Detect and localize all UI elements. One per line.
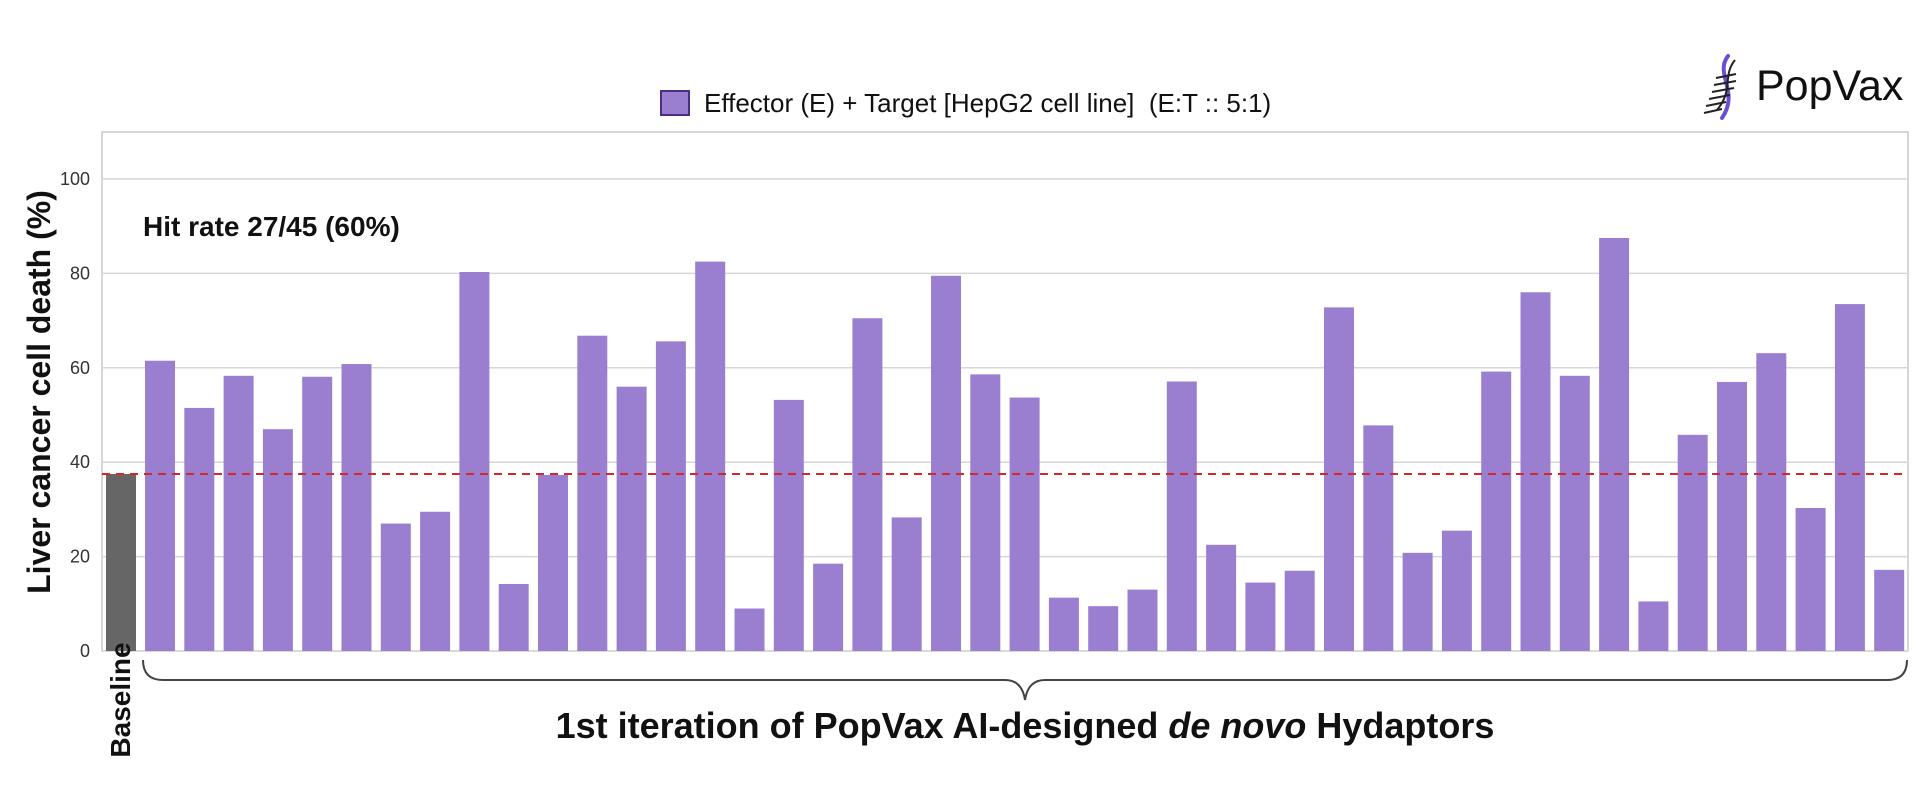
hydaptor-bar: [970, 374, 1001, 651]
legend-swatch: [660, 90, 690, 116]
hydaptor-bar: [341, 364, 372, 651]
dna-helix-icon: [1703, 54, 1737, 120]
hydaptor-bar: [852, 318, 883, 651]
hydaptor-bar: [223, 375, 254, 651]
hydaptor-bar: [773, 399, 804, 651]
y-axis-label: Liver cancer cell death (%): [21, 190, 57, 594]
hydaptor-bar: [1127, 589, 1158, 651]
hydaptor-bar: [1441, 530, 1472, 651]
hydaptor-bar: [813, 563, 844, 651]
popvax-logo: PopVax: [1700, 52, 1904, 122]
hydaptor-bar: [420, 511, 451, 651]
hydaptor-bar: [1717, 381, 1747, 651]
hydaptor-bar: [1363, 425, 1394, 651]
grid-lines: [102, 178, 1908, 652]
hydaptor-bar: [1481, 371, 1512, 651]
hydaptor-bar: [1599, 238, 1630, 651]
hydaptor-bar: [891, 517, 922, 651]
y-tick-label: 100: [60, 169, 90, 189]
hydaptor-bar: [1088, 606, 1119, 651]
x-axis-label: 1st iteration of PopVax AI-designed de n…: [556, 705, 1495, 746]
hydaptor-bar: [616, 386, 647, 651]
legend-label: Effector (E) + Target [HepG2 cell line] …: [704, 88, 1271, 118]
hydaptor-bar: [1559, 375, 1590, 651]
hydaptor-bar: [1402, 552, 1433, 651]
hydaptor-bar: [1284, 570, 1315, 651]
hydaptor-bar: [1048, 597, 1079, 651]
hydaptor-bar: [1834, 304, 1865, 651]
hydaptor-bar: [1206, 544, 1237, 651]
hydaptor-bar: [577, 335, 608, 651]
legend: Effector (E) + Target [HepG2 cell line] …: [660, 88, 1271, 118]
y-axis-ticks: 0 20 40 60 80 100: [60, 169, 90, 661]
hydaptor-bar: [380, 523, 411, 651]
hit-rate-annotation: Hit rate 27/45 (60%): [143, 211, 400, 242]
y-tick-label: 80: [70, 263, 90, 283]
y-tick-label: 20: [70, 547, 90, 567]
brand-name: PopVax: [1756, 62, 1904, 110]
hydaptor-bar: [695, 261, 726, 651]
bars: [106, 238, 1905, 651]
hydaptor-bar: [1520, 292, 1551, 651]
hydaptor-bar: [262, 429, 293, 651]
plot-frame: [101, 131, 1909, 652]
hydaptor-bar: [302, 376, 333, 651]
hydaptor-bar: [145, 360, 175, 651]
hydaptor-bar: [538, 474, 568, 651]
baseline-bar: [106, 474, 136, 651]
hydaptor-bar: [734, 608, 765, 651]
y-tick-label: 0: [80, 641, 90, 661]
y-tick-label: 60: [70, 358, 90, 378]
hydaptor-bar: [1324, 307, 1354, 651]
hydaptor-bar: [1638, 601, 1669, 651]
hydaptor-bar: [459, 271, 490, 651]
hydaptor-bar: [655, 341, 686, 651]
group-brace: [142, 659, 1908, 701]
hydaptor-bar: [1677, 434, 1708, 651]
hydaptor-bar: [1166, 381, 1197, 651]
baseline-label: Baseline: [105, 642, 136, 757]
y-tick-label: 40: [70, 452, 90, 472]
hydaptor-bar: [1245, 582, 1276, 651]
hydaptor-bar: [931, 275, 961, 651]
hydaptor-bar: [1009, 397, 1040, 651]
x-axis-label-italic: de novo: [1168, 705, 1306, 746]
hydaptor-bar: [1756, 353, 1787, 651]
hydaptor-bar: [1874, 569, 1905, 651]
hydaptor-bar: [184, 407, 215, 651]
hydaptor-bar: [498, 583, 529, 651]
hydaptor-bar: [1795, 507, 1826, 651]
